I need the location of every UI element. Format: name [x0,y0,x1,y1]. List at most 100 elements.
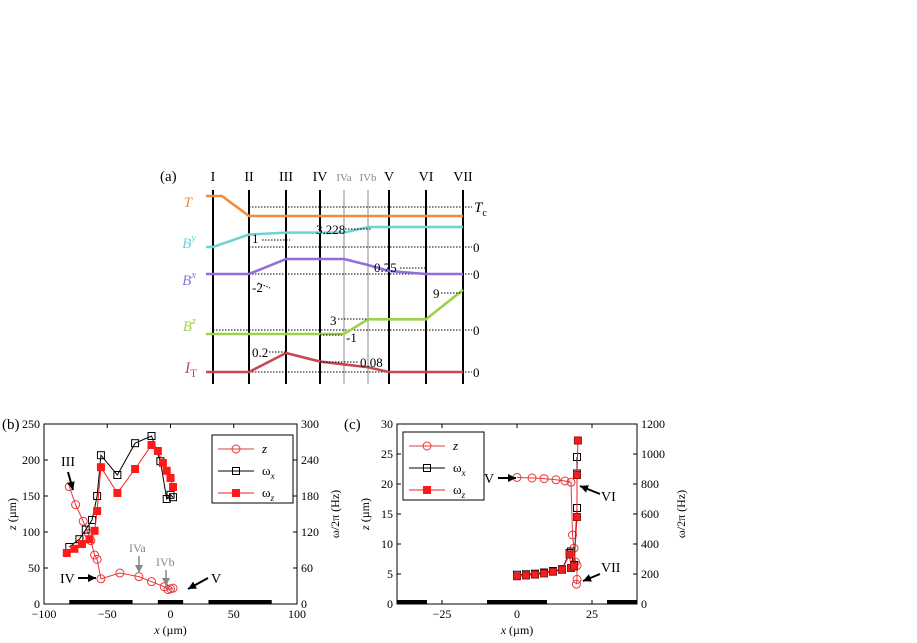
data-point-2-10 [153,447,162,455]
data-point-2-2 [531,570,539,579]
stage-label-VII: VII [453,170,473,185]
ref-label-0: Tc [474,200,487,219]
series-line-0 [206,194,463,218]
ref-label-3: 0 [473,323,480,338]
data-point-2-6 [96,463,105,472]
x-axis-label: x (µm) [153,623,187,637]
legend-marker-1 [423,464,431,472]
panel-b: −100 −50 0 50 100050100150200250060120180240… [5,417,342,637]
y2-tick-label-3: 600 [641,507,659,521]
series-line-1 [206,225,463,249]
legend-marker-1 [232,467,240,475]
x-tick-label-0: −25 [433,607,452,621]
annotation-arrowhead-1 [580,485,589,493]
data-point-0-5 [566,477,576,487]
annotation-label-1: 3.228 [316,222,345,237]
annotation-label-5: -1 [346,330,357,345]
data-point-0-8 [115,568,125,578]
annotation-label-2: IVa [129,541,146,555]
annotation-label-3: 0.75 [374,260,397,275]
legend-box [211,434,294,504]
legend-label-2: ωz [262,485,275,503]
y2-tick-label-1: 60 [301,561,313,575]
data-point-0-6 [92,554,102,564]
annotation-arrowhead-1 [88,574,96,582]
legend-label-0: z [261,441,267,456]
data-point-2-12 [162,466,171,475]
data-point-2-4 [90,526,99,535]
data-point-2-8 [131,465,140,473]
annotation-label-2: VII [601,561,621,576]
stage-label-III: III [279,170,293,185]
data-point-2-8 [570,562,578,571]
data-point-2-11 [158,459,167,467]
legend-marker-0 [422,441,432,451]
annotation-arrowhead-4 [188,581,197,589]
stage-label-IV: IV [313,170,328,185]
data-point-1-11 [166,490,175,499]
x-tick-label-1: 0 [514,607,520,621]
data-point-1-6 [113,471,122,479]
annotation-arrowhead-2 [583,574,592,582]
data-point-0-3 [551,475,561,485]
data-point-2-0 [62,549,71,557]
electrode-bar-0 [397,600,427,604]
data-point-1-5 [96,451,105,460]
y2-axis-label: ω/2π (Hz) [674,490,688,538]
x-tick-label-3: 50 [228,607,240,621]
data-point-2-0 [513,572,521,581]
legend-label-2: ωz [453,482,466,500]
data-point-0-6 [568,530,577,540]
y2-tick-label-5: 300 [301,417,319,431]
y2-tick-label-0: 0 [641,597,647,611]
legend-marker-2 [232,489,240,497]
data-point-0-5 [90,550,100,560]
series-line-0 [68,486,174,591]
panel-c: −25 0 25 0 5 10 15 20 25 30 0 200 400 600 800 1000 1200 x… [358,417,688,637]
data-point-2-3 [85,535,94,544]
y2-tick-label-4: 240 [301,453,319,467]
stage-label-I: I [211,170,216,185]
annotation-arrowhead-2 [135,565,143,573]
y-axis-label: z (µm) [358,498,372,531]
data-point-0-10 [147,577,157,587]
data-point-2-13 [166,474,175,482]
annotation-label-1: IV [60,572,75,587]
x-tick-label-1: −50 [98,607,117,621]
data-point-1-8 [147,432,156,440]
y-tick-label-4: 20 [381,477,393,491]
annotation-label-7: 0.2 [252,345,268,360]
y2-tick-label-6: 1200 [641,417,665,431]
data-point-2-14 [169,483,178,491]
y-tick-label-4: 200 [22,453,40,467]
data-point-1-7 [131,439,140,448]
x-tick-label-2: 25 [586,607,598,621]
y-tick-label-6: 30 [381,417,393,431]
electrode-bar-0 [69,600,133,604]
electrode-bar-2 [607,600,637,604]
legend-label-0: z [452,438,458,453]
annotation-label-3: IVb [156,555,175,569]
x-tick-label-4: 100 [288,607,306,621]
y2-tick-label-2: 120 [301,525,319,539]
y2-tick-label-5: 1000 [641,447,665,461]
y-tick-label-2: 10 [381,537,393,551]
data-point-0-10 [572,574,582,584]
data-point-0-7 [96,574,106,584]
data-point-0-2 [78,516,88,526]
legend-marker-0 [231,444,241,454]
data-point-0-11 [571,579,581,589]
data-point-2-4 [549,567,557,576]
data-point-2-1 [70,544,79,553]
legend-label-1: ωx [262,463,275,481]
annotation-label-8: 0.08 [360,355,383,370]
annotation-label-0: III [61,455,75,470]
stage-label-IVa: IVa [336,172,351,184]
panel-c-label: (c) [344,417,361,433]
data-point-2-1 [522,571,530,580]
x-tick-label-0: −100 [32,607,57,621]
stage-label-IVb: IVb [359,172,377,184]
stage-label-VI: VI [419,170,434,185]
